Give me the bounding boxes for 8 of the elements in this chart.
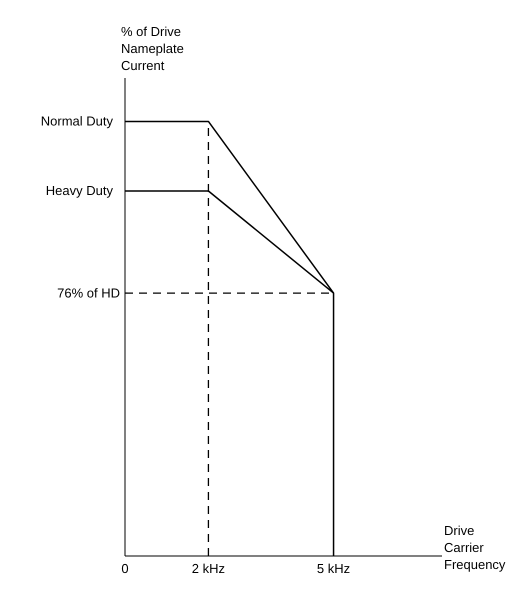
y-axis-title: % of Drive Nameplate Current [121, 23, 185, 74]
x-tick-label: 0 [121, 561, 129, 576]
x-axis-title: Drive Carrier Frequency [444, 522, 506, 573]
series-label: Normal Duty [40, 113, 114, 128]
x-tick-label: 5 kHz [316, 561, 350, 576]
ref-line-label: 76% of HD [57, 286, 120, 301]
x-tick-label: 2 kHz [192, 561, 226, 576]
series-label: Heavy Duty [46, 182, 114, 198]
